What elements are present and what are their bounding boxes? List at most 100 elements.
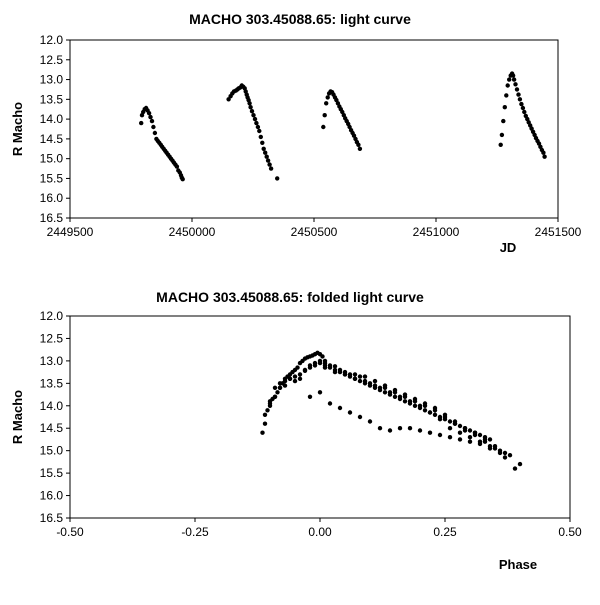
data-point <box>467 439 473 444</box>
x-tick-label: -0.25 <box>181 525 209 539</box>
data-point <box>267 399 273 404</box>
data-point <box>467 435 473 440</box>
data-point <box>146 111 152 116</box>
folded-light-curve-plot-area <box>69 315 571 519</box>
x-tick-label: -0.50 <box>56 525 84 539</box>
data-point <box>417 403 423 408</box>
data-point <box>477 441 483 447</box>
data-point <box>422 408 428 413</box>
folded-light-curve-title: MACHO 303.45088.65: folded light curve <box>156 289 424 305</box>
data-point <box>520 105 526 111</box>
x-tick-label: 0.25 <box>433 525 457 539</box>
data-point <box>260 430 265 435</box>
data-point <box>320 354 325 359</box>
data-point <box>264 154 269 159</box>
data-point <box>322 113 327 118</box>
data-point <box>505 83 510 88</box>
data-point <box>357 378 363 384</box>
data-point <box>321 124 326 130</box>
data-point <box>317 360 323 366</box>
data-point <box>513 82 518 87</box>
data-point <box>514 87 520 92</box>
data-point <box>367 381 373 386</box>
data-point <box>297 372 303 377</box>
y-tick-label: 16.0 <box>40 489 64 503</box>
data-point <box>487 446 493 451</box>
data-point <box>507 453 513 458</box>
data-point <box>277 381 283 386</box>
data-point <box>477 432 483 438</box>
data-point <box>502 455 508 460</box>
data-point <box>307 394 313 399</box>
data-point <box>387 428 393 433</box>
data-point <box>492 444 498 449</box>
data-point <box>372 383 378 388</box>
data-point <box>382 390 388 395</box>
data-point <box>262 421 268 426</box>
data-point <box>262 412 268 417</box>
data-point <box>437 432 443 438</box>
y-tick-label: 15.0 <box>40 444 64 458</box>
data-point <box>447 419 453 424</box>
y-tick-label: 13.0 <box>40 73 64 87</box>
data-point <box>427 410 433 415</box>
data-point <box>251 113 256 118</box>
data-point <box>402 399 408 404</box>
data-point <box>292 374 298 379</box>
data-point <box>382 383 388 388</box>
data-point <box>327 401 333 406</box>
data-point <box>282 383 288 388</box>
data-point <box>502 105 507 110</box>
data-point <box>519 101 524 107</box>
data-point <box>402 392 408 397</box>
y-tick-label: 12.0 <box>40 33 64 47</box>
light-curve-xlabel: JD <box>500 240 517 255</box>
data-point <box>357 374 363 379</box>
data-point <box>265 158 271 163</box>
data-point <box>332 364 338 369</box>
folded-light-curve-chart: MACHO 303.45088.65: folded light curve 1… <box>10 289 582 572</box>
data-point <box>317 390 323 395</box>
data-point <box>312 363 318 368</box>
y-tick-label: 15.5 <box>40 466 64 480</box>
data-point <box>139 120 144 126</box>
data-point <box>407 426 413 431</box>
data-point <box>511 77 517 82</box>
data-point <box>347 372 353 377</box>
data-point <box>482 437 488 442</box>
data-point <box>377 385 383 390</box>
data-point <box>258 134 263 140</box>
data-point <box>517 97 523 102</box>
data-point <box>265 408 270 413</box>
data-point <box>267 162 272 167</box>
data-point <box>356 142 361 147</box>
data-point <box>174 164 180 169</box>
folded-light-curve-xlabel: Phase <box>499 557 537 572</box>
data-point <box>457 437 463 442</box>
data-point <box>432 412 438 417</box>
data-point <box>417 428 423 433</box>
data-point <box>255 124 261 130</box>
data-point <box>512 466 518 471</box>
y-tick-label: 12.5 <box>40 53 64 67</box>
data-point <box>447 426 453 431</box>
y-tick-label: 14.0 <box>40 112 64 126</box>
data-point <box>272 385 278 390</box>
data-point <box>322 365 328 370</box>
data-point <box>427 430 433 435</box>
folded-light-curve-ticks: 12.0 12.5 13.0 13.5 14.0 14.5 15.0 15.5 16.0 16.5… <box>40 309 582 539</box>
y-tick-label: 16.5 <box>40 211 64 225</box>
data-point <box>541 150 546 155</box>
data-point <box>392 387 398 393</box>
data-point <box>261 146 266 151</box>
data-point <box>267 403 273 408</box>
light-curve-chart: MACHO 303.45088.65: light curve 12.0 12.5… <box>10 11 582 255</box>
data-point <box>282 378 288 384</box>
data-point <box>324 101 329 106</box>
data-point <box>504 93 509 98</box>
data-point <box>387 390 393 395</box>
folded-light-curve-ylabel: R Macho <box>10 390 25 444</box>
data-point <box>337 367 343 373</box>
data-point <box>357 414 363 420</box>
data-point <box>352 372 358 377</box>
